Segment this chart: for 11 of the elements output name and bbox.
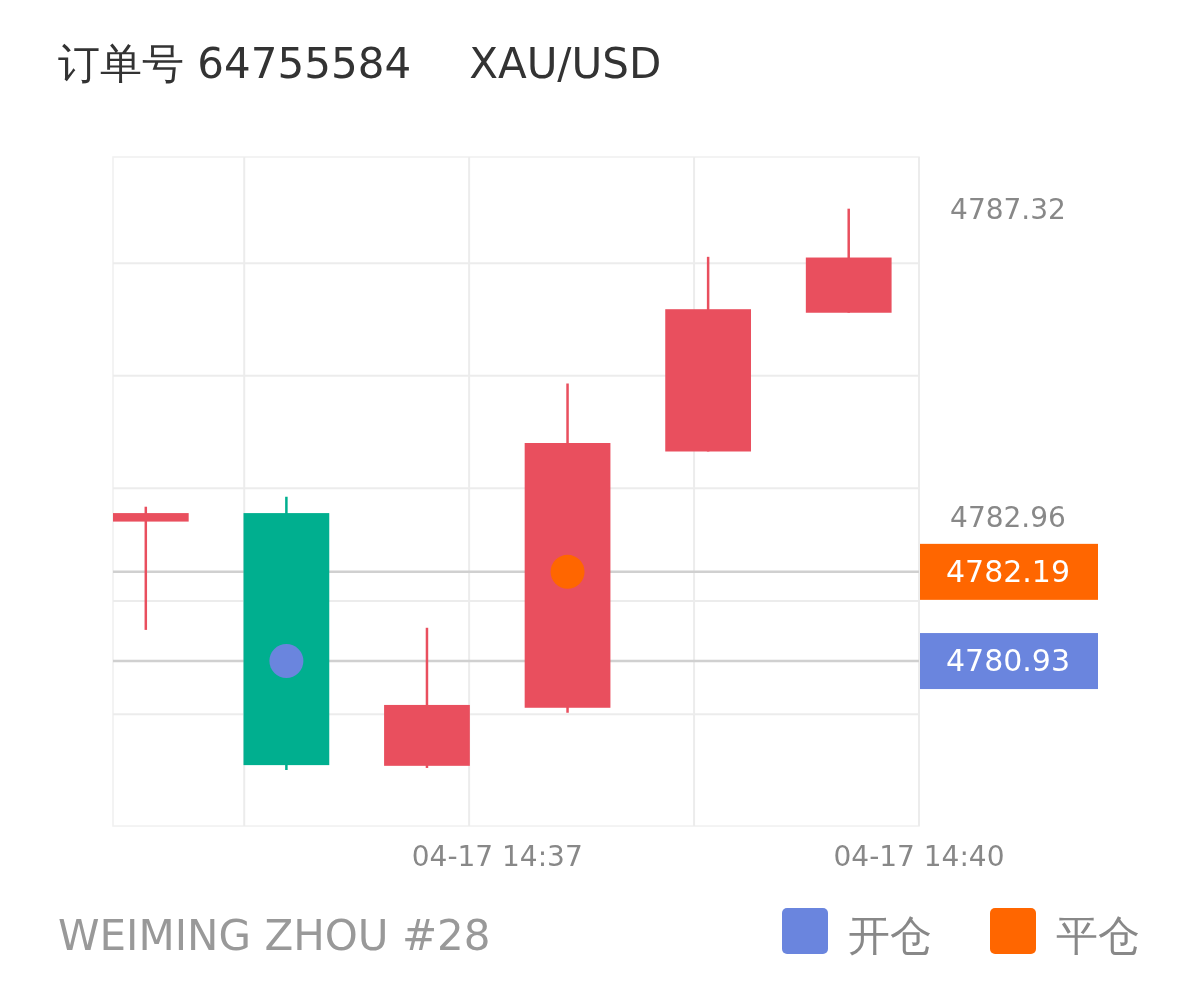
- y-tick-label: 4787.32: [950, 192, 1066, 226]
- legend-label: 平仓: [1056, 911, 1140, 960]
- ref-line-label: 4782.19: [945, 553, 1071, 589]
- x-tick-label: 04-17 14:37: [411, 840, 583, 873]
- title: 订单号 64755584: [58, 39, 412, 88]
- text: WEIMING ZHOU #28: [58, 911, 491, 960]
- subtitle: XAU/USD: [469, 39, 662, 88]
- x-tick-label: 04-17 14:40: [833, 840, 1005, 873]
- y-tick-label: 4782.96: [950, 501, 1066, 535]
- legend-label: 开仓: [848, 911, 932, 960]
- ref-line-label: 4780.93: [945, 643, 1071, 679]
